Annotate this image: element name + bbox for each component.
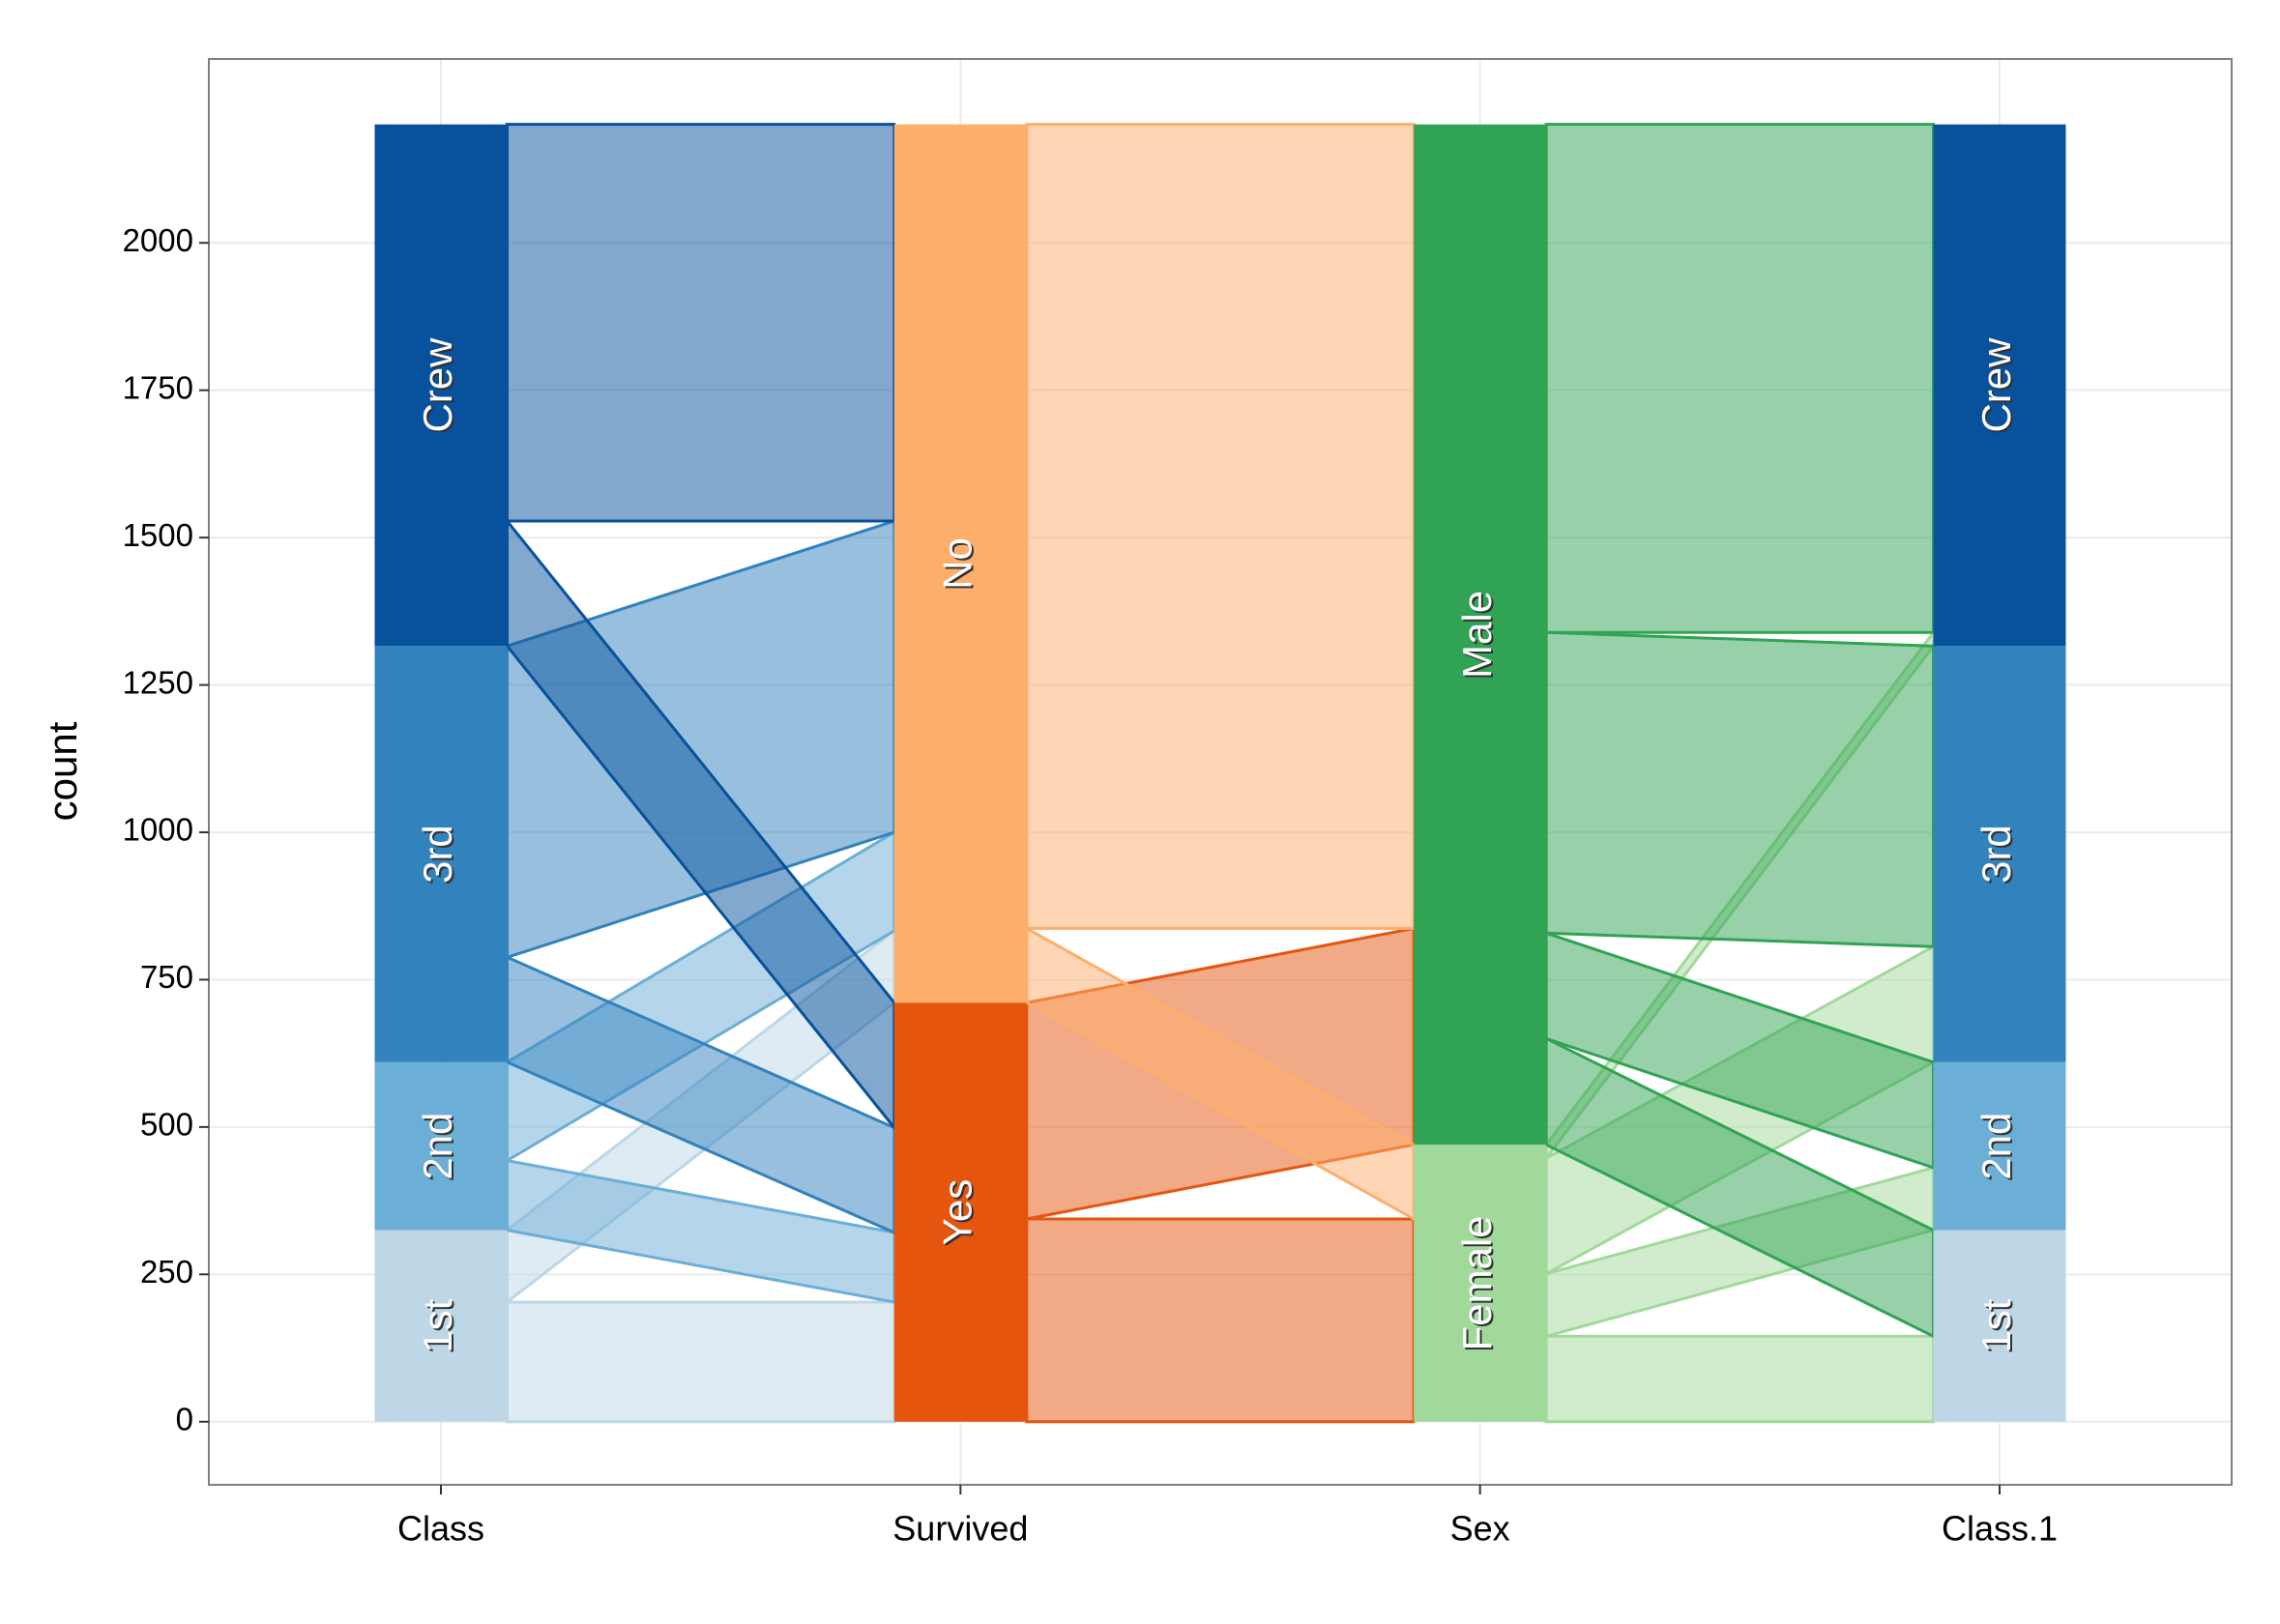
bar-segment — [1933, 1230, 2066, 1422]
y-tick-label: 750 — [140, 959, 193, 995]
y-tick-label: 500 — [140, 1107, 193, 1143]
bar-label: 3rd — [415, 825, 460, 884]
bar-label-shadow: No — [936, 539, 981, 592]
bars: 1st1st2nd2nd3rd3rdCrewCrewYesYesNoNoFema… — [374, 124, 2066, 1422]
bar-label: 2nd — [1973, 1113, 2019, 1180]
bar-label: 1st — [415, 1298, 460, 1352]
bar-label-shadow: 2nd — [1975, 1115, 2021, 1182]
bar-segment — [1933, 124, 2066, 647]
x-tick-label: Survived — [892, 1509, 1028, 1549]
axes: 0 250 500 750 1000 1250 1500 1750 2000 Class Survi… — [123, 222, 2058, 1549]
bar-label-shadow: Crew — [417, 339, 462, 435]
bar-label-shadow: Crew — [1975, 339, 2021, 435]
y-tick-label: 250 — [140, 1254, 193, 1290]
flow-ribbon — [1025, 1217, 1416, 1424]
y-tick-label: 1250 — [123, 664, 193, 700]
bar-segment — [893, 124, 1027, 1003]
y-tick-label: 2000 — [123, 222, 193, 258]
flow-ribbon — [1544, 1334, 1935, 1424]
bar-segment — [1933, 646, 2066, 1062]
y-tick-label: 1000 — [123, 812, 193, 848]
bar-label-shadow: 3rd — [1975, 826, 2021, 885]
bar-label: Male — [1454, 591, 1500, 679]
plot-border — [208, 58, 2233, 1486]
bar-label-shadow: 1st — [1975, 1300, 2021, 1354]
bar-label-shadow: Male — [1456, 593, 1502, 681]
bar-label-shadow: 1st — [417, 1300, 462, 1354]
flow-ribbon — [1544, 630, 1935, 948]
bar-label-shadow: Yes — [936, 1181, 981, 1248]
x-tick-label: Class.1 — [1942, 1509, 2058, 1549]
x-tick-label: Class — [397, 1509, 484, 1549]
bar-segment — [1414, 1145, 1547, 1422]
flows — [506, 123, 1935, 1424]
flow-ribbon — [506, 123, 896, 523]
bar-segment — [893, 1002, 1027, 1422]
bar-label: Female — [1454, 1215, 1500, 1350]
bar-segment — [1933, 1061, 2066, 1231]
y-axis-title: count — [40, 721, 85, 821]
bar-label-shadow: Female — [1456, 1217, 1502, 1352]
bar-label: No — [934, 537, 979, 590]
bar-segment — [1414, 124, 1547, 1146]
bar-label: Crew — [1973, 337, 2019, 433]
bar-label-shadow: 2nd — [417, 1115, 462, 1182]
y-tick-label: 1750 — [123, 369, 193, 405]
bar-label-shadow: 3rd — [417, 826, 462, 885]
bar-segment — [374, 1230, 508, 1422]
bar-segment — [374, 1061, 508, 1231]
bar-label: 1st — [1973, 1298, 2019, 1352]
bar-label: 3rd — [1973, 825, 2019, 884]
x-tick-label: Sex — [1450, 1509, 1510, 1549]
flow-ribbon — [1025, 123, 1416, 930]
bar-segment — [374, 124, 508, 647]
y-tick-label: 0 — [176, 1401, 193, 1436]
bar-label: 2nd — [415, 1113, 460, 1180]
y-tick-label: 1500 — [123, 517, 193, 553]
bar-label: Yes — [934, 1179, 979, 1246]
bar-label: Crew — [415, 337, 460, 433]
flow-ribbon — [1544, 123, 1935, 634]
flow-ribbon — [506, 1300, 896, 1424]
bar-segment — [374, 646, 508, 1062]
